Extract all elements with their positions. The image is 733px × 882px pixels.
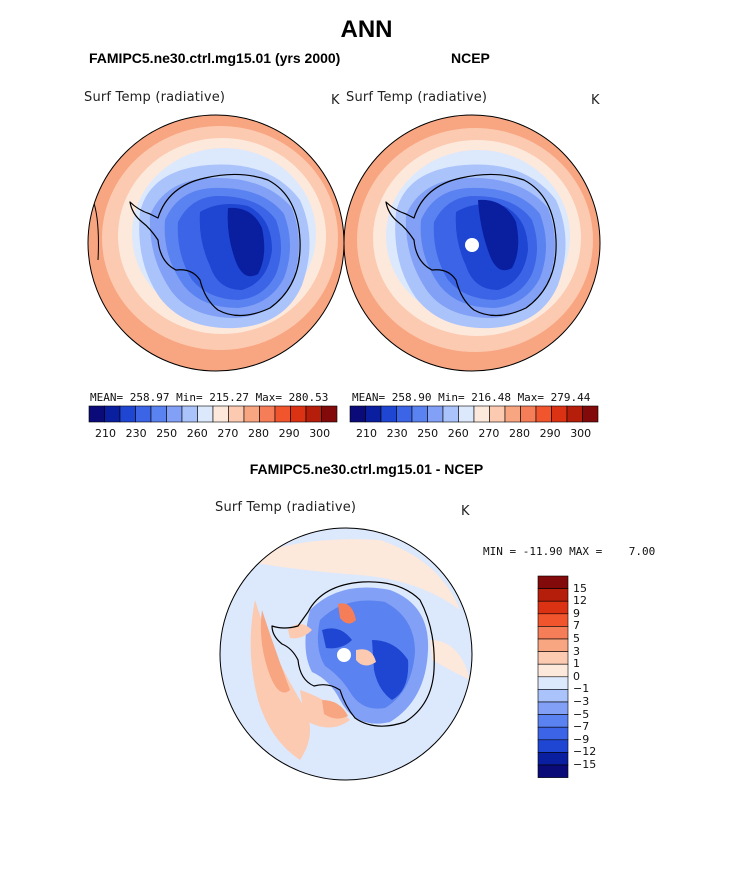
colorbar-tick-label: 300 — [309, 427, 331, 440]
colorbar-tick-label: 300 — [570, 427, 592, 440]
colorbar-swatch — [181, 405, 198, 423]
colorbar-tick-label: 260 — [186, 427, 208, 440]
colorbar-swatch — [537, 714, 569, 728]
colorbar-swatch — [537, 726, 569, 741]
colorbar-swatch — [582, 405, 599, 423]
panel-left-stats: MEAN= 258.97 Min= 215.27 Max= 280.53 — [90, 391, 329, 404]
colorbar-swatch — [537, 689, 569, 703]
colorbar-tick-label: −1 — [573, 682, 590, 696]
figure-title: ANN — [340, 16, 393, 43]
colorbar-swatch — [537, 752, 569, 766]
colorbar-tick-label: 9 — [573, 606, 580, 620]
colorbar-swatch — [566, 405, 583, 423]
colorbar-swatch — [321, 405, 338, 423]
colorbar-swatch — [504, 405, 521, 423]
panel-left-units-label: K — [331, 93, 340, 108]
colorbar-tick-label: 210 — [356, 427, 377, 440]
colorbar-swatch — [212, 405, 229, 423]
colorbar-swatch — [537, 764, 569, 778]
diff-panel-units-label: K — [461, 504, 470, 519]
colorbar-swatch — [349, 405, 366, 423]
colorbar-swatch — [537, 739, 569, 753]
colorbar-swatch — [551, 405, 568, 423]
colorbar-tick-label: 250 — [156, 427, 178, 440]
colorbar-swatch — [537, 676, 569, 690]
diff-panel-min-max: MIN = -11.90 MAX = 7.00 — [483, 545, 656, 558]
colorbar-swatch — [537, 663, 569, 678]
colorbar-swatch — [473, 405, 490, 423]
panel-right-units-label: K — [591, 93, 600, 108]
panel-right-case-label: NCEP — [451, 50, 490, 66]
colorbar-tick-label: 280 — [509, 427, 530, 440]
colorbar-swatch — [427, 405, 444, 423]
panel-left-variable-label: Surf Temp (radiative) — [84, 90, 226, 105]
panel-right-stats: MEAN= 258.90 Min= 216.48 Max= 279.44 — [352, 391, 591, 404]
map-difference-surface-temp — [220, 528, 472, 780]
colorbar-tick-label: 270 — [478, 427, 500, 440]
colorbar-swatch — [274, 405, 291, 423]
colorbar-tick-label: −12 — [573, 745, 597, 759]
colorbar-tick-label: 5 — [573, 632, 580, 645]
colorbar-swatch — [259, 405, 276, 423]
colorbar-tick-label: −15 — [573, 758, 597, 771]
colorbar-swatch — [243, 405, 260, 423]
colorbar-swatch — [442, 405, 459, 423]
colorbar-swatch — [150, 405, 167, 423]
panel-left-case-label: FAMIPC5.ne30.ctrl.mg15.01 (yrs 2000) — [89, 50, 341, 66]
colorbar-tick-label: 1 — [573, 657, 580, 671]
colorbar-swatch — [537, 651, 569, 665]
colorbar-tick-label: 290 — [539, 427, 561, 440]
colorbar-tick-label: −7 — [573, 720, 590, 734]
colorbar-tick-label: 0 — [573, 669, 580, 683]
colorbar-swatch — [537, 588, 569, 602]
colorbar-swatch — [228, 405, 245, 423]
colorbar-swatch — [197, 405, 214, 423]
colorbar-tick-label: −9 — [573, 732, 590, 746]
colorbar-tick-label: 280 — [248, 427, 269, 440]
diff-panel-case-label: FAMIPC5.ne30.ctrl.mg15.01 - NCEP — [249, 461, 484, 477]
colorbar-swatch — [537, 600, 569, 615]
colorbar-tick-label: 230 — [386, 427, 408, 440]
colorbar-swatch — [380, 405, 397, 423]
colorbar-tick-label: 230 — [125, 427, 147, 440]
map-model-surface-temp — [88, 115, 344, 371]
colorbar-swatch — [537, 626, 569, 640]
colorbar-tick-label: 260 — [447, 427, 469, 440]
colorbar-tick-label: −5 — [573, 707, 590, 721]
colorbar-swatch — [365, 405, 382, 423]
colorbar-swatch — [166, 405, 183, 423]
colorbar-tick-label: 7 — [573, 619, 580, 633]
colorbar-swatch — [458, 405, 475, 423]
colorbar-swatch — [520, 405, 537, 423]
colorbar-swatch — [104, 405, 121, 423]
colorbar-swatch — [396, 405, 413, 423]
colorbar-swatch — [411, 405, 428, 423]
colorbar-swatch — [535, 405, 552, 423]
colorbar-swatch — [537, 575, 569, 589]
colorbar-swatch — [290, 405, 307, 423]
colorbar-tick-label: −3 — [573, 695, 590, 708]
colorbar-tick-label: 210 — [95, 427, 116, 440]
colorbar-swatch — [489, 405, 506, 423]
colorbar-swatch — [537, 701, 569, 715]
panel-right-variable-label: Surf Temp (radiative) — [346, 90, 488, 105]
colorbar-tick-label: 250 — [417, 427, 439, 440]
colorbar-swatch — [305, 405, 322, 423]
colorbar-swatch — [88, 405, 105, 423]
diff-panel-variable-label: Surf Temp (radiative) — [215, 500, 357, 515]
colorbar-swatch — [537, 638, 569, 652]
colorbar-tick-label: 290 — [278, 427, 300, 440]
colorbar-swatch — [135, 405, 152, 423]
colorbar-tick-label: 270 — [217, 427, 239, 440]
colorbar-swatch — [119, 405, 136, 423]
map-ncep-surface-temp — [344, 115, 600, 371]
colorbar-tick-label: 12 — [573, 594, 587, 608]
colorbar-right — [349, 405, 599, 423]
colorbar-difference — [537, 575, 569, 778]
colorbar-swatch — [537, 613, 569, 627]
colorbar-tick-label: 15 — [573, 581, 587, 595]
colorbar-left — [88, 405, 338, 423]
colorbar-tick-label: 3 — [573, 644, 580, 658]
